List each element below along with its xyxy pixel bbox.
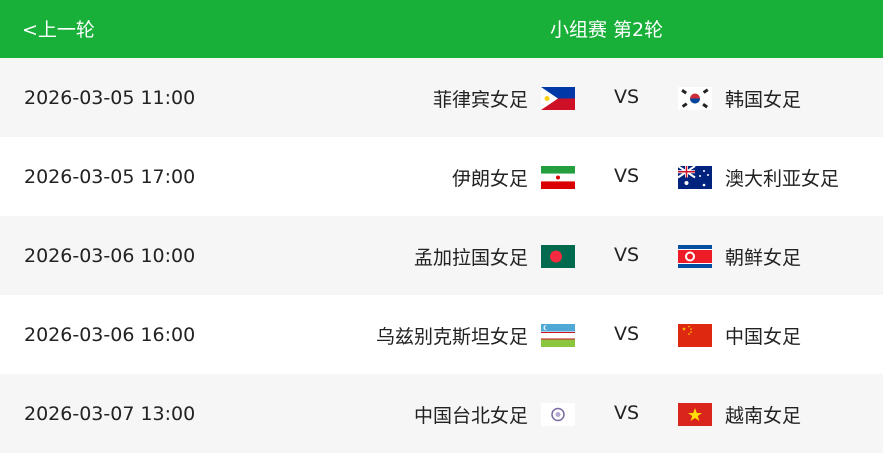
- vs-label: VS: [614, 402, 640, 424]
- match-row[interactable]: 2026-03-07 13:00 中国台北女足 VS 越南女足: [0, 374, 883, 453]
- uzbekistan-flag-icon: [541, 324, 575, 347]
- home-team: 乌兹别克斯坦女足: [375, 326, 528, 348]
- home-team: 伊朗女足: [451, 168, 528, 190]
- header: <上一轮 小组赛 第2轮: [0, 0, 883, 58]
- away-team: 澳大利亚女足: [725, 168, 840, 190]
- home-team: 孟加拉国女足: [413, 247, 528, 269]
- chinese-taipei-flag-icon: [541, 403, 575, 426]
- australia-flag-icon: [677, 165, 712, 189]
- match-time: 2026-03-06 16:00: [24, 324, 196, 346]
- match-time: 2026-03-05 11:00: [24, 87, 196, 109]
- china-flag-icon: [678, 324, 712, 347]
- home-team: 菲律宾女足: [432, 89, 528, 111]
- iran-flag-icon: [541, 166, 575, 189]
- home-team: 中国台北女足: [413, 405, 528, 427]
- match-list: 2026-03-05 11:00 菲律宾女足 VS 韩国女足 2026-03-05…: [0, 58, 883, 453]
- match-time: 2026-03-06 10:00: [24, 245, 196, 267]
- vs-label: VS: [614, 86, 640, 108]
- vietnam-flag-icon: [678, 403, 712, 426]
- philippines-flag-icon: [541, 87, 575, 110]
- match-row[interactable]: 2026-03-05 11:00 菲律宾女足 VS 韩国女足: [0, 58, 883, 137]
- away-team: 韩国女足: [725, 89, 802, 111]
- vs-label: VS: [614, 323, 640, 345]
- bangladesh-flag-icon: [541, 245, 575, 268]
- round-title: 小组赛 第2轮: [550, 19, 664, 41]
- away-team: 朝鲜女足: [725, 247, 802, 269]
- previous-round-button[interactable]: <上一轮: [22, 19, 95, 41]
- south-korea-flag-icon: [678, 87, 712, 110]
- match-row[interactable]: 2026-03-05 17:00 伊朗女足 VS 澳大利亚女足: [0, 137, 883, 216]
- vs-label: VS: [614, 244, 640, 266]
- match-time: 2026-03-05 17:00: [24, 166, 196, 188]
- north-korea-flag-icon: [678, 245, 712, 268]
- away-team: 越南女足: [725, 405, 802, 427]
- vs-label: VS: [614, 165, 640, 187]
- away-team: 中国女足: [725, 326, 802, 348]
- match-time: 2026-03-07 13:00: [24, 403, 196, 425]
- match-row[interactable]: 2026-03-06 16:00 乌兹别克斯坦女足 VS 中国女足: [0, 295, 883, 374]
- match-row[interactable]: 2026-03-06 10:00 孟加拉国女足 VS 朝鲜女足: [0, 216, 883, 295]
